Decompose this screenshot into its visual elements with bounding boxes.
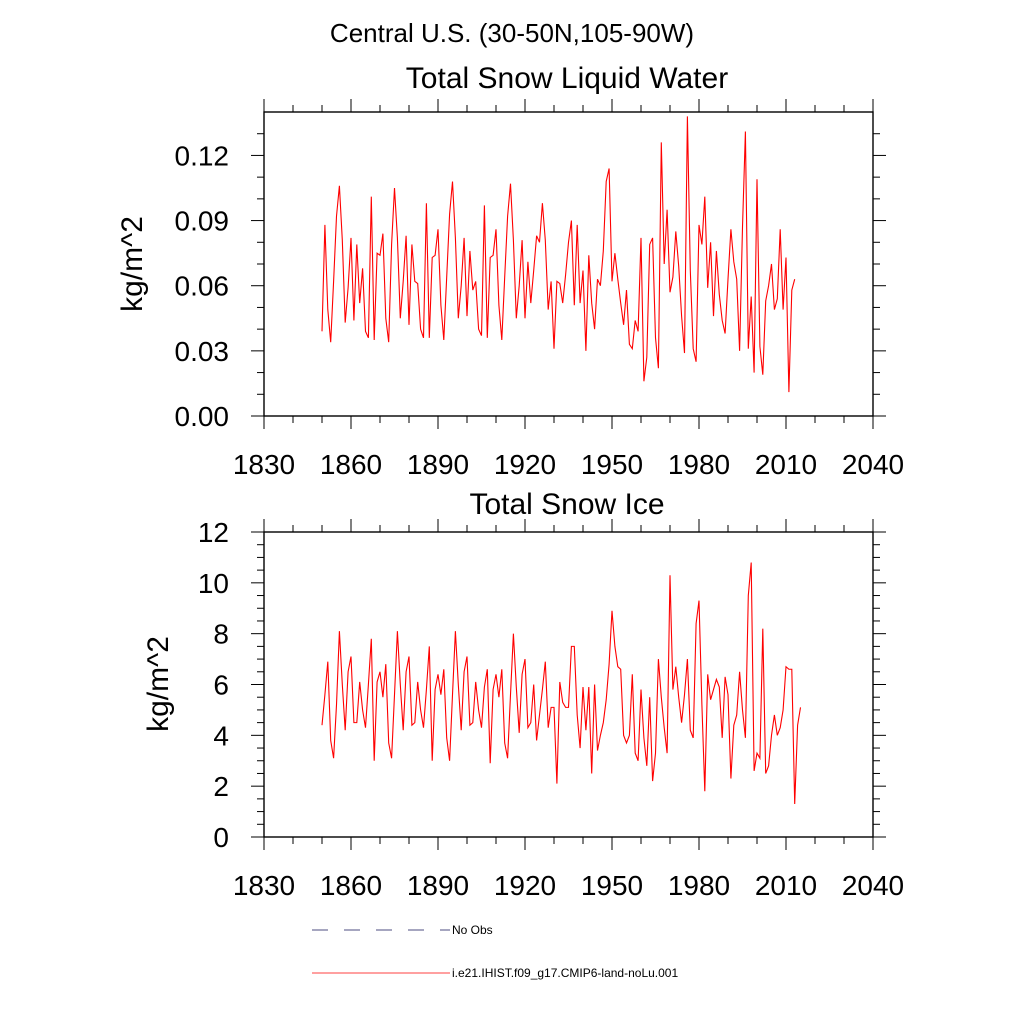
x-tick-label: 2040 bbox=[842, 870, 904, 901]
x-tick-label: 1920 bbox=[494, 870, 556, 901]
x-tick-label: 1830 bbox=[233, 449, 295, 480]
legend: No Obs i.e21.IHIST.f09_g17.CMIP6-land-no… bbox=[312, 923, 678, 980]
y-axis-label: kg/m^2 bbox=[116, 216, 149, 312]
y-tick-label: 0.00 bbox=[175, 401, 230, 432]
x-tick-label: 1860 bbox=[320, 449, 382, 480]
axis-tick-labels: 1830 1860 1890 1920 1950 1980 2010 2040 0.00 0.03… bbox=[175, 140, 905, 480]
y-tick-label: 6 bbox=[213, 670, 229, 701]
y-tick-label: 0.09 bbox=[175, 206, 230, 237]
figure-suptitle: Central U.S. (30-50N,105-90W) bbox=[330, 18, 694, 48]
y-tick-label: 0.12 bbox=[175, 140, 230, 171]
y-tick-label: 0 bbox=[213, 822, 229, 853]
y-tick-label: 8 bbox=[213, 619, 229, 650]
x-tick-label: 2010 bbox=[755, 449, 817, 480]
x-tick-label: 1950 bbox=[581, 870, 643, 901]
x-tick-label: 2010 bbox=[755, 870, 817, 901]
y-tick-label: 2 bbox=[213, 771, 229, 802]
panel-total-snow-ice: Total Snow Ice kg/m^2 1830 1860 1890 1920 19… bbox=[142, 488, 904, 901]
panel-total-snow-liquid-water: Total Snow Liquid Water kg/m^2 1830 1860 1… bbox=[116, 62, 904, 480]
y-tick-label: 0.03 bbox=[175, 336, 230, 367]
axis-tick-labels: 1830 1860 1890 1920 1950 1980 2010 2040 0 2 4 6 8 10 1… bbox=[198, 517, 904, 901]
x-tick-label: 1920 bbox=[494, 449, 556, 480]
plot-frame bbox=[263, 111, 874, 417]
y-tick-label: 12 bbox=[198, 517, 229, 548]
x-tick-label: 1890 bbox=[407, 870, 469, 901]
x-tick-label: 1980 bbox=[668, 449, 730, 480]
series-line bbox=[321, 116, 796, 393]
plot-frame bbox=[263, 531, 874, 838]
series-line bbox=[321, 562, 802, 804]
legend-label: i.e21.IHIST.f09_g17.CMIP6-land-noLu.001 bbox=[452, 966, 678, 980]
y-axis-label: kg/m^2 bbox=[142, 636, 175, 732]
y-tick-label: 10 bbox=[198, 568, 229, 599]
x-tick-label: 1890 bbox=[407, 449, 469, 480]
x-tick-label: 1860 bbox=[320, 870, 382, 901]
axis-ticks bbox=[251, 519, 886, 850]
y-tick-label: 0.06 bbox=[175, 271, 230, 302]
y-tick-label: 4 bbox=[213, 720, 229, 751]
x-tick-label: 1980 bbox=[668, 870, 730, 901]
x-tick-label: 1830 bbox=[233, 870, 295, 901]
x-tick-label: 2040 bbox=[842, 449, 904, 480]
axis-ticks bbox=[251, 99, 886, 429]
legend-item-no-obs: No Obs bbox=[312, 923, 493, 937]
panel-title: Total Snow Ice bbox=[469, 488, 664, 521]
panel-title: Total Snow Liquid Water bbox=[406, 62, 728, 95]
x-tick-label: 1950 bbox=[581, 449, 643, 480]
legend-item-model-run: i.e21.IHIST.f09_g17.CMIP6-land-noLu.001 bbox=[312, 966, 678, 980]
legend-label: No Obs bbox=[452, 923, 493, 937]
